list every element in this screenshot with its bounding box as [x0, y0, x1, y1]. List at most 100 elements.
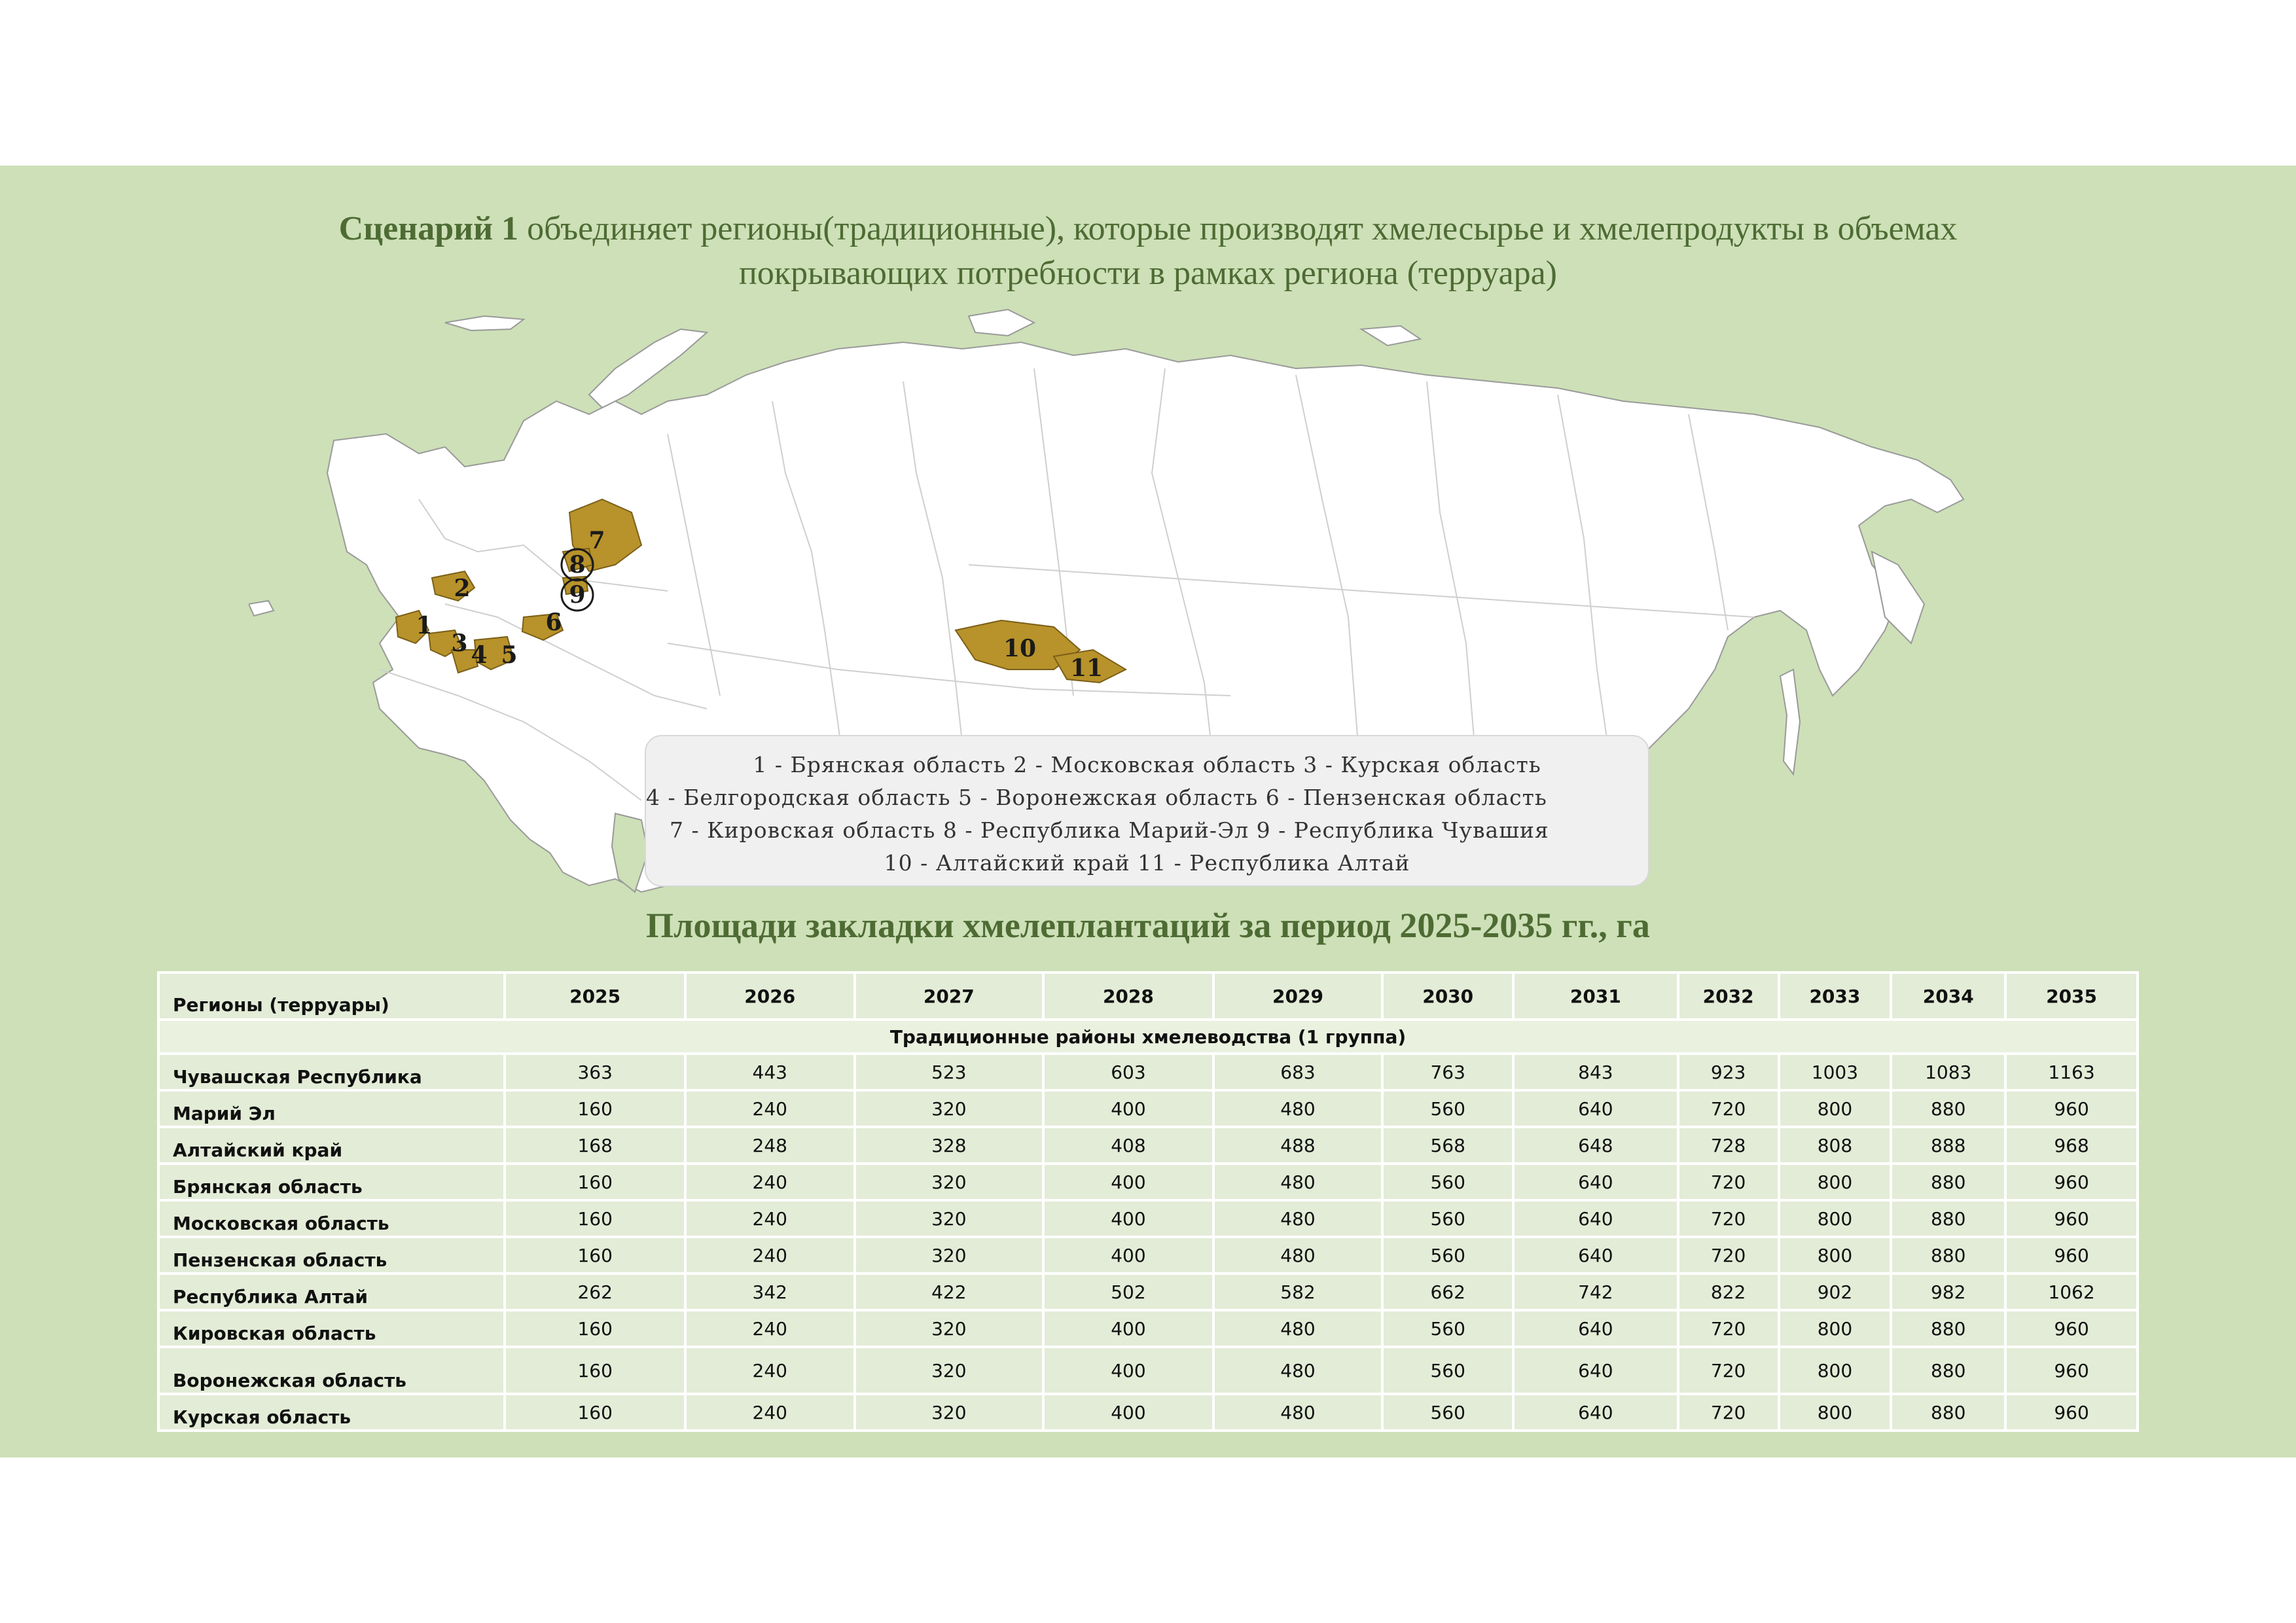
- row-value: 443: [683, 1052, 856, 1092]
- row-value: 160: [503, 1346, 687, 1395]
- plantation-area-table: Регионы (терруары) 2025 2026 2027 2028 2…: [156, 971, 2139, 1432]
- row-value: 843: [1512, 1052, 1679, 1092]
- row-value: 262: [503, 1272, 687, 1311]
- row-value: 160: [503, 1393, 687, 1432]
- row-value: 968: [2004, 1126, 2139, 1165]
- map-island-franz-josef: [444, 315, 526, 332]
- header-year: 2032: [1676, 971, 1780, 1021]
- row-value: 800: [1777, 1393, 1893, 1432]
- row-region: Кировская область: [156, 1309, 507, 1348]
- header-year: 2034: [1890, 971, 2007, 1021]
- row-value: 400: [1042, 1199, 1215, 1238]
- row-region: Воронежская область: [156, 1346, 507, 1395]
- row-value: 320: [853, 1162, 1045, 1202]
- row-value: 742: [1512, 1272, 1679, 1311]
- row-value: 480: [1211, 1346, 1384, 1395]
- region-5-voronezh: [473, 635, 515, 671]
- row-value: 160: [503, 1162, 687, 1202]
- legend-line-3: 7 - Кировская область 8 - Республика Мар…: [670, 817, 1549, 843]
- row-value: 480: [1211, 1393, 1384, 1432]
- marker-4: 4: [471, 641, 487, 669]
- table-row: Чувашская Республика 363 443 523 603 683 763 84…: [156, 1052, 2139, 1092]
- row-value: 160: [503, 1089, 687, 1128]
- row-value: 720: [1676, 1162, 1780, 1202]
- header-regions: Регионы (терруары): [156, 971, 507, 1021]
- header-year: 2033: [1777, 971, 1893, 1021]
- row-value: 480: [1211, 1236, 1384, 1275]
- row-value: 800: [1777, 1089, 1893, 1128]
- row-value: 880: [1890, 1346, 2007, 1395]
- row-value: 880: [1890, 1199, 2007, 1238]
- row-value: 960: [2004, 1199, 2139, 1238]
- row-value: 720: [1676, 1309, 1780, 1348]
- row-value: 648: [1512, 1126, 1679, 1165]
- row-value: 800: [1777, 1199, 1893, 1238]
- header-year: 2035: [2004, 971, 2139, 1021]
- table-row: Курская область 160 240 320 400 480 560 640 720 8…: [156, 1393, 2139, 1432]
- row-value: 923: [1676, 1052, 1780, 1092]
- row-value: 400: [1042, 1346, 1215, 1395]
- map-island-severnaya-zemlya: [967, 308, 1036, 337]
- row-value: 320: [853, 1309, 1045, 1348]
- region-6-penza: [521, 613, 564, 641]
- table-row: Алтайский край 168 248 328 408 488 568 648 728 80…: [156, 1126, 2139, 1165]
- table-row: Кировская область 160 240 320 400 480 560 640 72…: [156, 1309, 2139, 1348]
- header-year: 2027: [853, 971, 1045, 1021]
- row-value: 800: [1777, 1236, 1893, 1275]
- row-value: 248: [683, 1126, 856, 1165]
- row-value: 400: [1042, 1393, 1215, 1432]
- row-value: 320: [853, 1199, 1045, 1238]
- row-value: 480: [1211, 1199, 1384, 1238]
- row-value: 960: [2004, 1236, 2139, 1275]
- row-value: 763: [1381, 1052, 1515, 1092]
- map-island-novaya-zemlya: [588, 328, 709, 409]
- row-value: 800: [1777, 1162, 1893, 1202]
- row-value: 640: [1512, 1089, 1679, 1128]
- table-row: Марий Эл 160 240 320 400 480 560 640 720 800 880 96…: [156, 1089, 2139, 1128]
- row-value: 240: [683, 1393, 856, 1432]
- row-value: 960: [2004, 1162, 2139, 1202]
- title-line1: объединяет регионы(традиционные), которы…: [518, 210, 1958, 247]
- row-value: 160: [503, 1309, 687, 1348]
- row-value: 880: [1890, 1309, 2007, 1348]
- row-value: 728: [1676, 1126, 1780, 1165]
- row-value: 880: [1890, 1089, 2007, 1128]
- row-value: 720: [1676, 1199, 1780, 1238]
- row-value: 560: [1381, 1236, 1515, 1275]
- row-value: 240: [683, 1236, 856, 1275]
- legend-line-4: 10 - Алтайский край 11 - Республика Алта…: [884, 850, 1410, 876]
- table-row: Воронежская область 160 240 320 400 480 560 640…: [156, 1346, 2139, 1395]
- row-value: 240: [683, 1162, 856, 1202]
- row-value: 960: [2004, 1309, 2139, 1348]
- row-value: 568: [1381, 1126, 1515, 1165]
- row-value: 168: [503, 1126, 687, 1165]
- row-value: 400: [1042, 1236, 1215, 1275]
- row-value: 640: [1512, 1393, 1679, 1432]
- row-value: 320: [853, 1236, 1045, 1275]
- table-row: Московская область 160 240 320 400 480 560 640 7…: [156, 1199, 2139, 1238]
- row-value: 960: [2004, 1346, 2139, 1395]
- table-row: Республика Алтай 262 342 422 502 582 662 742 822…: [156, 1272, 2139, 1311]
- row-value: 720: [1676, 1089, 1780, 1128]
- row-value: 603: [1042, 1052, 1215, 1092]
- row-value: 400: [1042, 1162, 1215, 1202]
- table-row: Брянская область 160 240 320 400 480 560 640 720…: [156, 1162, 2139, 1202]
- row-value: 240: [683, 1089, 856, 1128]
- map-kaliningrad: [249, 599, 275, 617]
- legend-line-2: 4 - Белгородская область 5 - Воронежская…: [646, 785, 1547, 810]
- row-value: 902: [1777, 1272, 1893, 1311]
- row-value: 888: [1890, 1126, 2007, 1165]
- row-value: 1003: [1777, 1052, 1893, 1092]
- row-value: 240: [683, 1346, 856, 1395]
- row-value: 560: [1381, 1162, 1515, 1202]
- row-region: Алтайский край: [156, 1126, 507, 1165]
- marker-11: 11: [1070, 654, 1103, 682]
- legend-line-1: 1 - Брянская область 2 - Московская обла…: [753, 752, 1541, 777]
- row-value: 240: [683, 1199, 856, 1238]
- row-region: Брянская область: [156, 1162, 507, 1202]
- map-kamchatka: [1871, 550, 1926, 645]
- marker-6: 6: [545, 609, 562, 636]
- row-value: 560: [1381, 1089, 1515, 1128]
- row-value: 320: [853, 1089, 1045, 1128]
- map-caspian-sea: [611, 812, 649, 893]
